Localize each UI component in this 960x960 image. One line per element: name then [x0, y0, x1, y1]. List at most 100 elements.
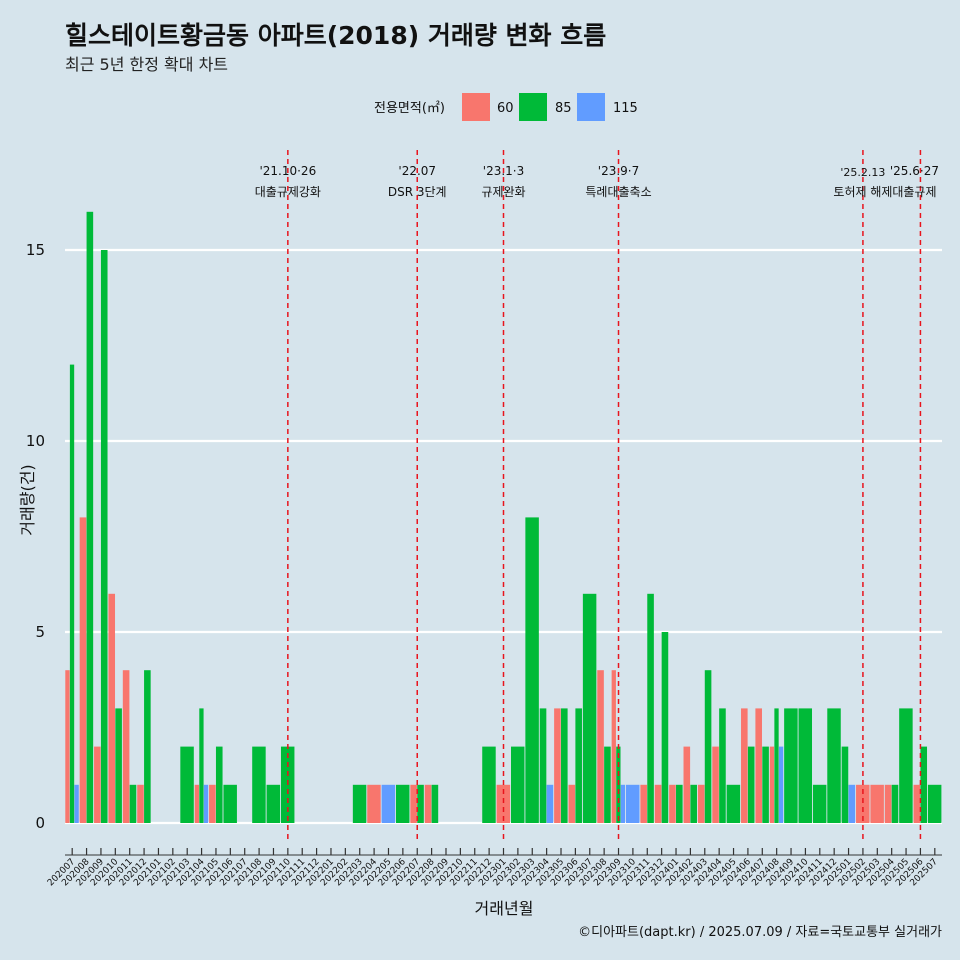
event-date-1: '22.07 — [398, 164, 436, 178]
bar-202312-60 — [654, 784, 662, 823]
bar-202501-115 — [848, 784, 856, 823]
event-label-0: 대출규제강화 — [255, 185, 321, 199]
bar-202311-85 — [647, 593, 654, 823]
bar-202505-85 — [899, 708, 913, 823]
y-axis-label: 거래량(건) — [18, 464, 37, 535]
bar-202308-85 — [604, 746, 611, 823]
legend-swatch-115 — [577, 93, 605, 121]
bar-202404-85 — [719, 708, 726, 823]
x-axis-label: 거래년월 — [475, 899, 534, 918]
plot-area: 0510152020072020082020092020102020112020… — [26, 150, 942, 888]
bar-202401-85 — [676, 784, 683, 823]
bar-202504-60 — [884, 784, 892, 823]
bar-202312-85 — [661, 632, 669, 823]
bar-202310-115 — [626, 784, 640, 823]
bar-202309-115 — [620, 784, 626, 823]
bar-202409-85 — [784, 708, 798, 823]
bar-202010-85 — [115, 708, 122, 823]
bar-202406-85 — [747, 746, 755, 823]
event-date-2: '23.1·3 — [483, 164, 524, 178]
source-caption: ©디아파트(dapt.kr) / 2025.07.09 / 자료=국토교통부 실… — [578, 925, 942, 940]
bar-202302-85 — [510, 746, 525, 823]
bar-202502-60 — [856, 784, 870, 823]
bar-202304-85 — [539, 708, 547, 823]
bar-202011-85 — [129, 784, 137, 823]
legend-label-60: 60 — [497, 101, 514, 116]
bar-202301-60 — [496, 784, 511, 823]
bar-202507-85 — [927, 784, 942, 823]
event-date-3: '23.9·7 — [598, 164, 639, 178]
event-date-0: '21.10·26 — [259, 164, 316, 178]
bar-202009-85 — [100, 250, 108, 823]
chart-subtitle: 최근 5년 한정 확대 차트 — [65, 55, 228, 74]
bar-202104-115 — [203, 784, 209, 823]
event-label-2: 규제완화 — [481, 185, 525, 199]
bar-202403-60 — [697, 784, 705, 823]
bar-202205-115 — [381, 784, 396, 823]
bar-202007-60 — [65, 670, 70, 823]
bar-202012-85 — [144, 670, 151, 823]
bar-202212-85 — [482, 746, 496, 823]
bar-202506-60 — [913, 784, 921, 823]
bar-202008-85 — [86, 211, 94, 824]
y-tick-label-0: 0 — [35, 814, 45, 832]
bar-202307-85 — [582, 593, 597, 823]
legend-label-85: 85 — [555, 101, 572, 116]
event-label-5: 대출규제 — [892, 185, 936, 199]
y-tick-label-15: 15 — [26, 241, 45, 259]
bar-202105-85 — [215, 746, 223, 823]
bar-202305-60 — [554, 708, 561, 823]
bar-202204-60 — [367, 784, 381, 823]
event-label-1: DSR 3단계 — [388, 185, 447, 199]
legend-swatch-60 — [462, 93, 490, 121]
legend-label-115: 115 — [613, 101, 638, 116]
bar-202402-60 — [683, 746, 691, 823]
bar-202303-85 — [525, 517, 539, 823]
event-date-4: '25.2.13 — [840, 166, 885, 179]
bar-202401-60 — [669, 784, 676, 823]
bar-202305-85 — [561, 708, 568, 823]
event-label-4: 토허제 해제 — [833, 185, 892, 199]
bar-202407-60 — [755, 708, 762, 823]
bar-202010-60 — [108, 593, 116, 823]
bar-202007-115 — [74, 784, 79, 823]
event-label-3: 특례대출축소 — [585, 185, 651, 199]
bar-202506-85 — [920, 746, 928, 823]
bar-202106-85 — [223, 784, 237, 823]
bar-202504-85 — [891, 784, 899, 823]
bar-202306-60 — [568, 784, 576, 823]
bar-202009-60 — [94, 746, 101, 823]
bar-202404-60 — [712, 746, 719, 823]
bar-202008-60 — [79, 517, 87, 823]
bar-202011-60 — [122, 670, 130, 823]
bar-202104-85 — [199, 708, 204, 823]
bar-202309-60 — [611, 670, 616, 823]
legend: 전용면적(㎡) 60 85 115 — [374, 93, 638, 121]
legend-title: 전용면적(㎡) — [374, 101, 445, 116]
bar-202304-115 — [546, 784, 554, 823]
bar-202109-85 — [266, 784, 281, 823]
bar-202105-60 — [209, 784, 216, 823]
bar-202407-85 — [762, 746, 769, 823]
bar-202408-115 — [778, 746, 784, 823]
legend-swatch-85 — [519, 93, 547, 121]
y-tick-label-10: 10 — [26, 432, 45, 450]
chart-title: 힐스테이트황금동 아파트(2018) 거래량 변화 흐름 — [65, 21, 606, 50]
bar-202007-85 — [69, 364, 75, 823]
bar-202012-60 — [137, 784, 144, 823]
bar-202412-85 — [827, 708, 841, 823]
y-tick-label-5: 5 — [35, 623, 45, 641]
bar-202306-85 — [575, 708, 582, 823]
bar-202408-85 — [774, 708, 779, 823]
bar-202405-85 — [726, 784, 741, 823]
bar-202104-60 — [194, 784, 199, 823]
bar-202207-85 — [417, 784, 424, 823]
bar-202503-60 — [870, 784, 884, 823]
bar-202208-60 — [424, 784, 432, 823]
bar-202411-85 — [812, 784, 827, 823]
bar-202208-85 — [431, 784, 439, 823]
bar-202308-60 — [597, 670, 604, 823]
bar-202403-85 — [704, 670, 712, 823]
bar-202203-85 — [352, 784, 367, 823]
